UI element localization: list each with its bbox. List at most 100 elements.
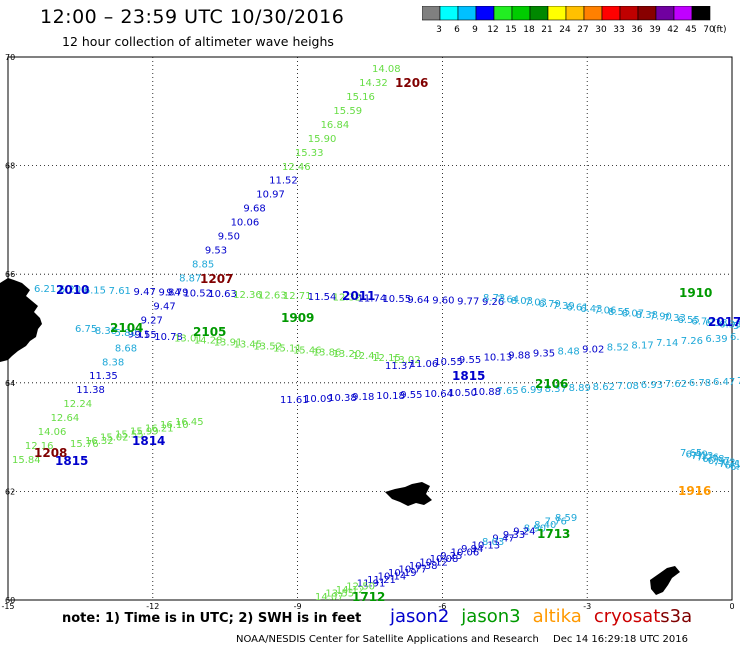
legend-cryosat: cryosat — [593, 606, 661, 627]
satellite-legend: jason2 jason3 altika cryosats3a — [390, 606, 704, 627]
wave-height-label: 7.26 — [681, 336, 703, 347]
wave-height-label: 16.32 — [85, 436, 114, 447]
wave-height-label: 10.88 — [472, 387, 501, 398]
wave-height-label: 6.15 — [84, 285, 106, 296]
wave-height-label: 10.14 — [378, 571, 407, 582]
scale-tick-label: 3 — [436, 25, 442, 35]
orbit-time-label: 2010 — [56, 283, 89, 297]
wave-height-label: 9.26 — [482, 297, 504, 308]
wave-height-label: 6.49 — [686, 450, 708, 461]
wave-height-label: 15.16 — [346, 92, 375, 103]
wave-height-label: 6.38 — [705, 318, 727, 329]
wave-height-label: 10.77 — [398, 565, 427, 576]
wave-height-label: 6.33 — [719, 319, 740, 330]
wave-height-label: 13.01 — [174, 334, 203, 345]
wave-height-label: 9.11 — [128, 329, 150, 340]
wave-height-label: 15.99 — [130, 426, 159, 437]
wave-height-label: 10.08 — [430, 554, 459, 565]
wave-height-label: 9.35 — [533, 349, 555, 360]
wave-height-label: 6.37 — [708, 456, 730, 467]
y-tick-label: 60 — [5, 596, 15, 605]
wave-height-label: 15.59 — [333, 106, 362, 117]
wave-height-label: 6.55 — [677, 315, 699, 326]
wave-height-label: 15.76 — [70, 439, 99, 450]
wave-height-label: 6.59 — [724, 460, 740, 471]
wave-height-label: 8.59 — [555, 513, 577, 524]
wave-height-label: 15.46 — [293, 345, 322, 356]
wave-height-label: 14.12 — [336, 585, 365, 596]
wave-height-label: 9.02 — [582, 344, 604, 355]
wave-height-label: 8.89 — [569, 383, 591, 394]
wave-height-label: 13.02 — [392, 355, 421, 366]
wave-height-label: 11.35 — [89, 371, 118, 382]
scale-tick-label: 9 — [472, 25, 478, 35]
scale-tick-label: 24 — [559, 25, 571, 35]
wave-height-label: 10.09 — [304, 394, 333, 405]
x-tick-label: -15 — [1, 602, 14, 610]
wave-height-label: 6.43 — [580, 304, 602, 315]
legend-altika: altika — [532, 606, 582, 627]
orbit-time-label: 2011 — [342, 289, 375, 303]
wave-height-label: 15.33 — [295, 148, 324, 159]
wave-height-label: 7.90 — [650, 312, 672, 323]
y-tick-label: 62 — [5, 487, 15, 496]
wave-height-label: 8.73 — [483, 293, 505, 304]
wave-height-label: 15.84 — [12, 455, 41, 466]
x-tick-label: -6 — [438, 602, 446, 610]
wave-height-label: 13.52 — [253, 341, 282, 352]
orbit-time-label: 1712 — [352, 590, 385, 604]
wave-height-label: 13.20 — [333, 349, 362, 360]
scale-tick-label: 33 — [613, 25, 624, 35]
wave-height-label: 8.03 — [511, 296, 533, 307]
scale-tick-label: 42 — [667, 25, 678, 35]
wave-height-label: 12.16 — [25, 441, 54, 452]
wave-height-label: 9.94 — [461, 544, 483, 555]
y-tick-label: 66 — [5, 270, 15, 279]
wave-height-label: 10.06 — [451, 547, 480, 558]
wave-height-label: 14.07 — [315, 592, 344, 603]
axis-ticks: -15 -12 -9 -6 -3 0 70 68 66 64 62 60 — [1, 53, 734, 610]
wave-height-label: 9.50 — [218, 232, 240, 243]
wave-height-label: 9.25 — [440, 551, 462, 562]
orbit-time-label: 1814 — [132, 434, 165, 448]
wave-height-label: 7.69 — [737, 376, 740, 387]
landmasses — [0, 278, 680, 595]
wave-height-label: 6.79 — [539, 299, 561, 310]
wave-height-label: 7.26 — [697, 453, 719, 464]
orbit-time-label: 2104 — [110, 321, 143, 335]
wave-height-label: 10.78 — [154, 332, 183, 343]
wave-height-label: 9.18 — [352, 392, 374, 403]
scale-tick-label: 36 — [631, 25, 643, 35]
wave-height-label: 11.06 — [410, 359, 439, 370]
wave-height-label: 11.74 — [358, 293, 387, 304]
wave-height-label: 9.24 — [513, 527, 535, 538]
wave-height-map: 14.08 14.32 15.16 15.59 16.84 15.90 15.33 12.46… — [0, 53, 740, 610]
wave-height-label: 10.97 — [256, 190, 285, 201]
wave-height-label: 7.33 — [664, 313, 686, 324]
wave-height-label: 9.27 — [141, 315, 163, 326]
scale-tick-label: 12 — [487, 25, 498, 35]
wave-height-label: 6.99 — [521, 385, 543, 396]
wave-height-label: 12.15 — [372, 353, 401, 364]
wave-height-label: 16.21 — [145, 423, 174, 434]
wave-height-label: 9.55 — [400, 390, 422, 401]
wave-height-label: 10.13 — [472, 540, 501, 551]
wave-height-label: 6.67 — [730, 462, 740, 473]
wave-height-label: 6.78 — [702, 454, 724, 465]
wave-height-label: 9.55 — [134, 330, 156, 341]
wave-height-label: 10.38 — [409, 561, 438, 572]
wave-height-label: 10.55 — [434, 357, 463, 368]
wave-height-label: 10.18 — [376, 391, 405, 402]
wave-height-label: 10.13 — [484, 353, 513, 364]
map-title: 12:00 – 23:59 UTC 10/30/2016 — [40, 6, 345, 28]
scale-swatch — [691, 6, 711, 21]
wave-height-label: 10.52 — [183, 288, 212, 299]
wave-height-label: 12.41 — [352, 351, 381, 362]
wave-height-label: 16.10 — [160, 420, 189, 431]
wave-height-label: 12.63 — [258, 291, 287, 302]
wave-height-label: 16.84 — [321, 120, 350, 131]
legend-jason3: jason3 — [461, 606, 521, 627]
scale-tick-label: 45 — [685, 25, 696, 35]
wave-height-label: 12.36 — [233, 290, 262, 301]
wave-height-label: 14.06 — [38, 427, 67, 438]
